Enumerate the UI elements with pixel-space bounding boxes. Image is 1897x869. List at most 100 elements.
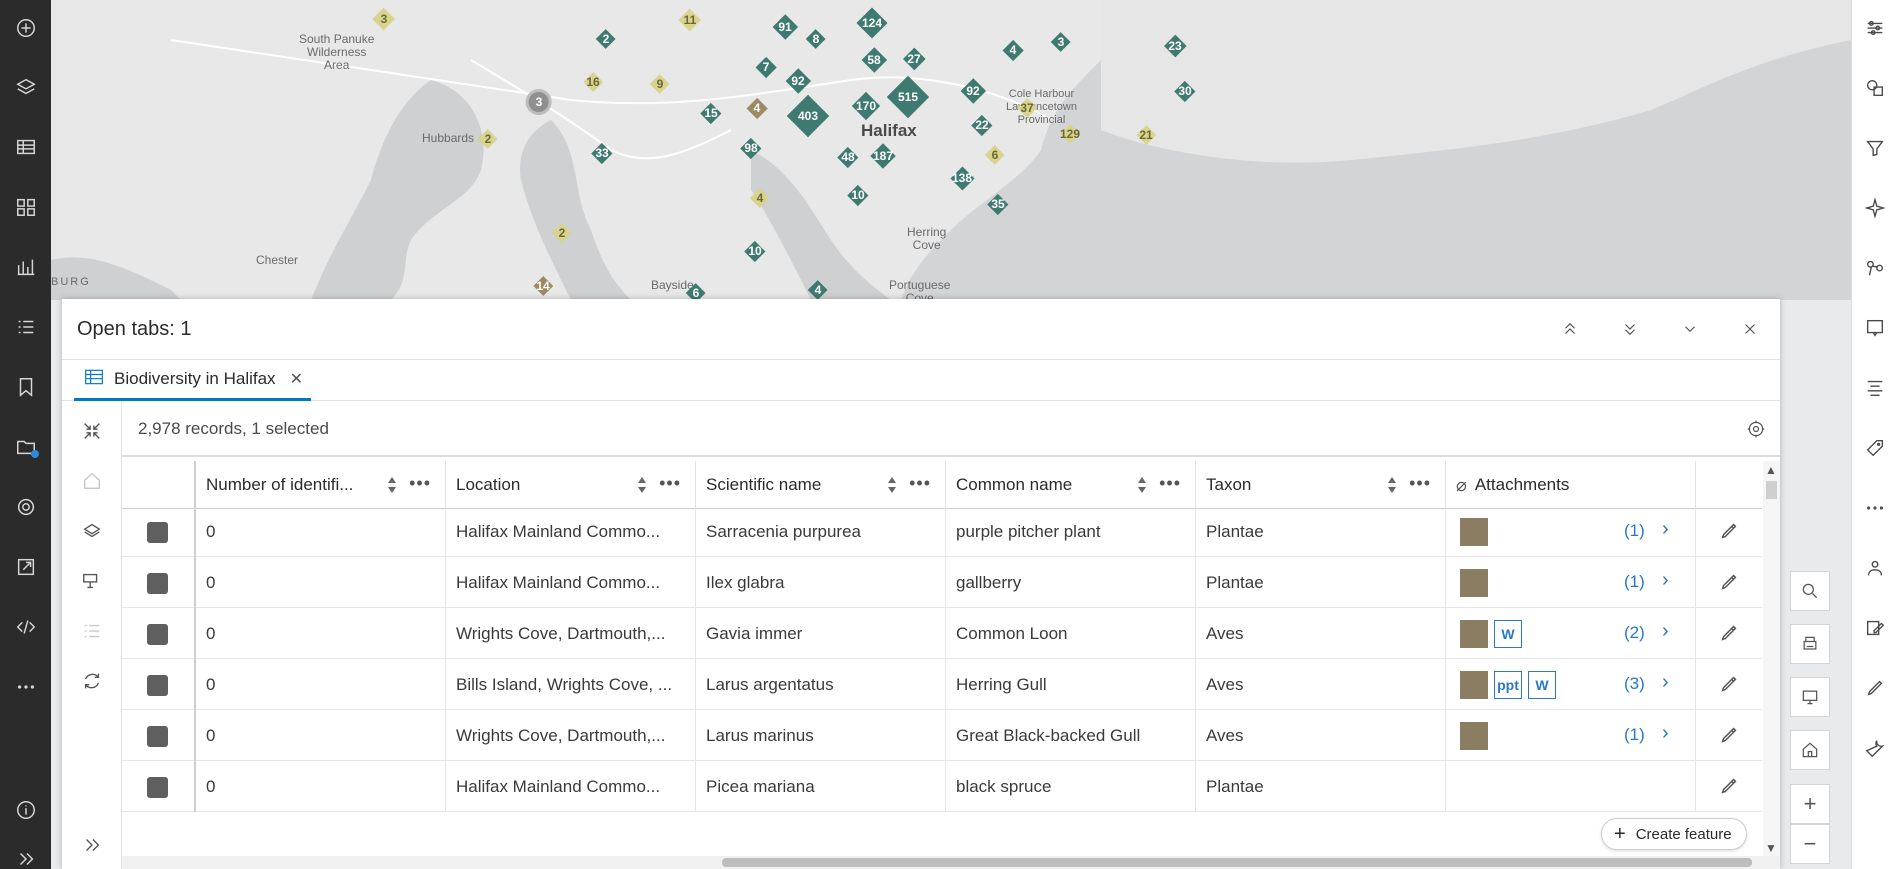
chart-icon[interactable] bbox=[0, 247, 51, 287]
column-header-common-name[interactable]: Common name ••• bbox=[946, 461, 1196, 509]
folder-icon[interactable] bbox=[0, 427, 51, 467]
edit-icon[interactable] bbox=[1718, 622, 1740, 644]
row-checkbox[interactable] bbox=[147, 573, 168, 594]
cell-taxon[interactable]: Plantae bbox=[1196, 557, 1446, 608]
map-cluster[interactable]: 10 bbox=[847, 184, 869, 206]
cell-taxon[interactable]: Aves bbox=[1196, 659, 1446, 710]
map-cluster[interactable]: 22 bbox=[971, 114, 993, 136]
info-icon[interactable] bbox=[0, 790, 51, 830]
map-cluster[interactable]: 35 bbox=[987, 193, 1009, 215]
attachment-document-icon[interactable]: W bbox=[1494, 620, 1522, 648]
cell-common-name[interactable]: purple pitcher plant bbox=[946, 506, 1196, 557]
row-checkbox[interactable] bbox=[147, 522, 168, 543]
cell-common-name[interactable]: Great Black-backed Gull bbox=[946, 710, 1196, 761]
map-view[interactable]: South Panuke Wilderness Area Hubbards Hali… bbox=[51, 0, 1851, 300]
dashboard-icon[interactable] bbox=[0, 187, 51, 227]
column-menu-icon[interactable]: ••• bbox=[1159, 473, 1181, 493]
map-cluster[interactable]: 8 bbox=[806, 29, 826, 49]
map-cluster[interactable]: 6 bbox=[985, 145, 1005, 165]
filter-icon[interactable] bbox=[1852, 128, 1897, 168]
edit-icon[interactable] bbox=[1718, 673, 1740, 695]
map-cluster[interactable]: 4 bbox=[750, 188, 770, 208]
map-cluster[interactable]: 4 bbox=[808, 280, 828, 300]
chevron-right-icon[interactable]: › bbox=[1662, 569, 1669, 591]
map-cluster[interactable]: 14 bbox=[533, 276, 553, 296]
zoom-to-selection-icon[interactable] bbox=[72, 411, 112, 451]
layers-icon[interactable] bbox=[0, 67, 51, 107]
cell-taxon[interactable]: Plantae bbox=[1196, 506, 1446, 557]
vertical-scrollbar[interactable]: ▲ ▼ bbox=[1763, 461, 1780, 856]
cell-scientific-name[interactable]: Larus marinus bbox=[696, 710, 946, 761]
map-cluster[interactable]: 16 bbox=[583, 72, 603, 92]
cell-location[interactable]: Bills Island, Wrights Cove, ... bbox=[446, 659, 696, 710]
row-checkbox[interactable] bbox=[147, 624, 168, 645]
table-row[interactable]: 0 Halifax Mainland Commo... Picea mariana b… bbox=[122, 761, 1762, 812]
table-row[interactable]: 0 Wrights Cove, Dartmouth,... Gavia immer C… bbox=[122, 608, 1762, 659]
cell-identifications[interactable]: 0 bbox=[196, 761, 446, 812]
create-feature-button[interactable]: + Create feature bbox=[1601, 818, 1747, 850]
tools-icon[interactable] bbox=[1852, 728, 1897, 768]
map-cluster[interactable]: 138 bbox=[949, 165, 975, 191]
attachment-count[interactable]: (1) bbox=[1624, 572, 1645, 591]
map-cluster[interactable]: 4 bbox=[1002, 39, 1024, 61]
attachment-count[interactable]: (1) bbox=[1624, 725, 1645, 744]
map-cluster[interactable]: 48 bbox=[837, 146, 859, 168]
column-menu-icon[interactable]: ••• bbox=[909, 473, 931, 493]
chevron-right-icon[interactable]: › bbox=[1662, 722, 1669, 744]
cell-identifications[interactable]: 0 bbox=[196, 710, 446, 761]
map-cluster[interactable]: 403 bbox=[786, 94, 830, 138]
map-cluster[interactable]: 30 bbox=[1174, 80, 1196, 102]
cell-location[interactable]: Wrights Cove, Dartmouth,... bbox=[446, 608, 696, 659]
column-header-attachments[interactable]: ⌀ Attachments bbox=[1446, 461, 1696, 509]
effects-icon[interactable] bbox=[1852, 188, 1897, 228]
attachment-count[interactable]: (1) bbox=[1624, 521, 1645, 540]
map-cluster[interactable]: 91 bbox=[772, 14, 798, 40]
cell-location[interactable]: Halifax Mainland Commo... bbox=[446, 761, 696, 812]
cell-identifications[interactable]: 0 bbox=[196, 506, 446, 557]
column-menu-icon[interactable]: ••• bbox=[1409, 473, 1431, 493]
attachment-thumbnail[interactable] bbox=[1460, 722, 1488, 750]
map-basemap-button[interactable] bbox=[1790, 677, 1830, 717]
column-menu-icon[interactable]: ••• bbox=[659, 473, 681, 493]
map-cluster[interactable]: 27 bbox=[902, 47, 926, 71]
list-icon[interactable] bbox=[0, 307, 51, 347]
row-checkbox[interactable] bbox=[147, 675, 168, 696]
column-header-identifications[interactable]: Number of identifi... ••• bbox=[196, 461, 446, 509]
table-row[interactable]: 0 Bills Island, Wrights Cove, ... Larus ar… bbox=[122, 659, 1762, 710]
map-cluster[interactable]: 23 bbox=[1163, 34, 1187, 58]
users-icon[interactable] bbox=[1852, 548, 1897, 588]
map-cluster[interactable]: 7 bbox=[755, 56, 777, 78]
tab-close-icon[interactable]: ✕ bbox=[289, 371, 303, 388]
zoom-in-button[interactable]: + bbox=[1790, 784, 1830, 824]
chevron-right-icon[interactable]: › bbox=[1662, 620, 1669, 642]
column-header-taxon[interactable]: Taxon ••• bbox=[1196, 461, 1446, 509]
labels-icon[interactable] bbox=[1852, 428, 1897, 468]
row-checkbox[interactable] bbox=[147, 777, 168, 798]
edit-map-icon[interactable] bbox=[1852, 608, 1897, 648]
table-settings-icon[interactable] bbox=[1742, 415, 1770, 443]
map-search-button[interactable] bbox=[1790, 571, 1830, 611]
map-cluster[interactable]: 15 bbox=[700, 102, 722, 124]
cell-common-name[interactable]: gallberry bbox=[946, 557, 1196, 608]
map-cluster[interactable]: 58 bbox=[861, 47, 887, 73]
expand-icon[interactable] bbox=[0, 848, 51, 869]
cell-location[interactable]: Halifax Mainland Commo... bbox=[446, 506, 696, 557]
fields-icon[interactable] bbox=[1852, 368, 1897, 408]
edit-icon[interactable] bbox=[1718, 571, 1740, 593]
scroll-thumb[interactable] bbox=[1766, 481, 1777, 499]
cell-scientific-name[interactable]: Sarracenia purpurea bbox=[696, 506, 946, 557]
bookmark-icon[interactable] bbox=[0, 367, 51, 407]
table-row[interactable]: 0 Halifax Mainland Commo... Ilex glabra gal… bbox=[122, 557, 1762, 608]
column-menu-icon[interactable]: ••• bbox=[409, 473, 431, 493]
column-header-scientific-name[interactable]: Scientific name ••• bbox=[696, 461, 946, 509]
attachment-document-icon[interactable]: ppt bbox=[1494, 671, 1522, 699]
cell-location[interactable]: Wrights Cove, Dartmouth,... bbox=[446, 710, 696, 761]
map-cluster[interactable]: 124 bbox=[856, 7, 888, 39]
map-cluster[interactable]: 129 bbox=[1060, 124, 1080, 144]
analysis-icon[interactable] bbox=[1852, 248, 1897, 288]
edit-icon[interactable] bbox=[1718, 724, 1740, 746]
edit-icon[interactable] bbox=[1718, 520, 1740, 542]
scroll-up-icon[interactable]: ▲ bbox=[1765, 463, 1777, 477]
attachment-thumbnail[interactable] bbox=[1460, 518, 1488, 546]
map-cluster[interactable]: 3 bbox=[372, 7, 396, 31]
